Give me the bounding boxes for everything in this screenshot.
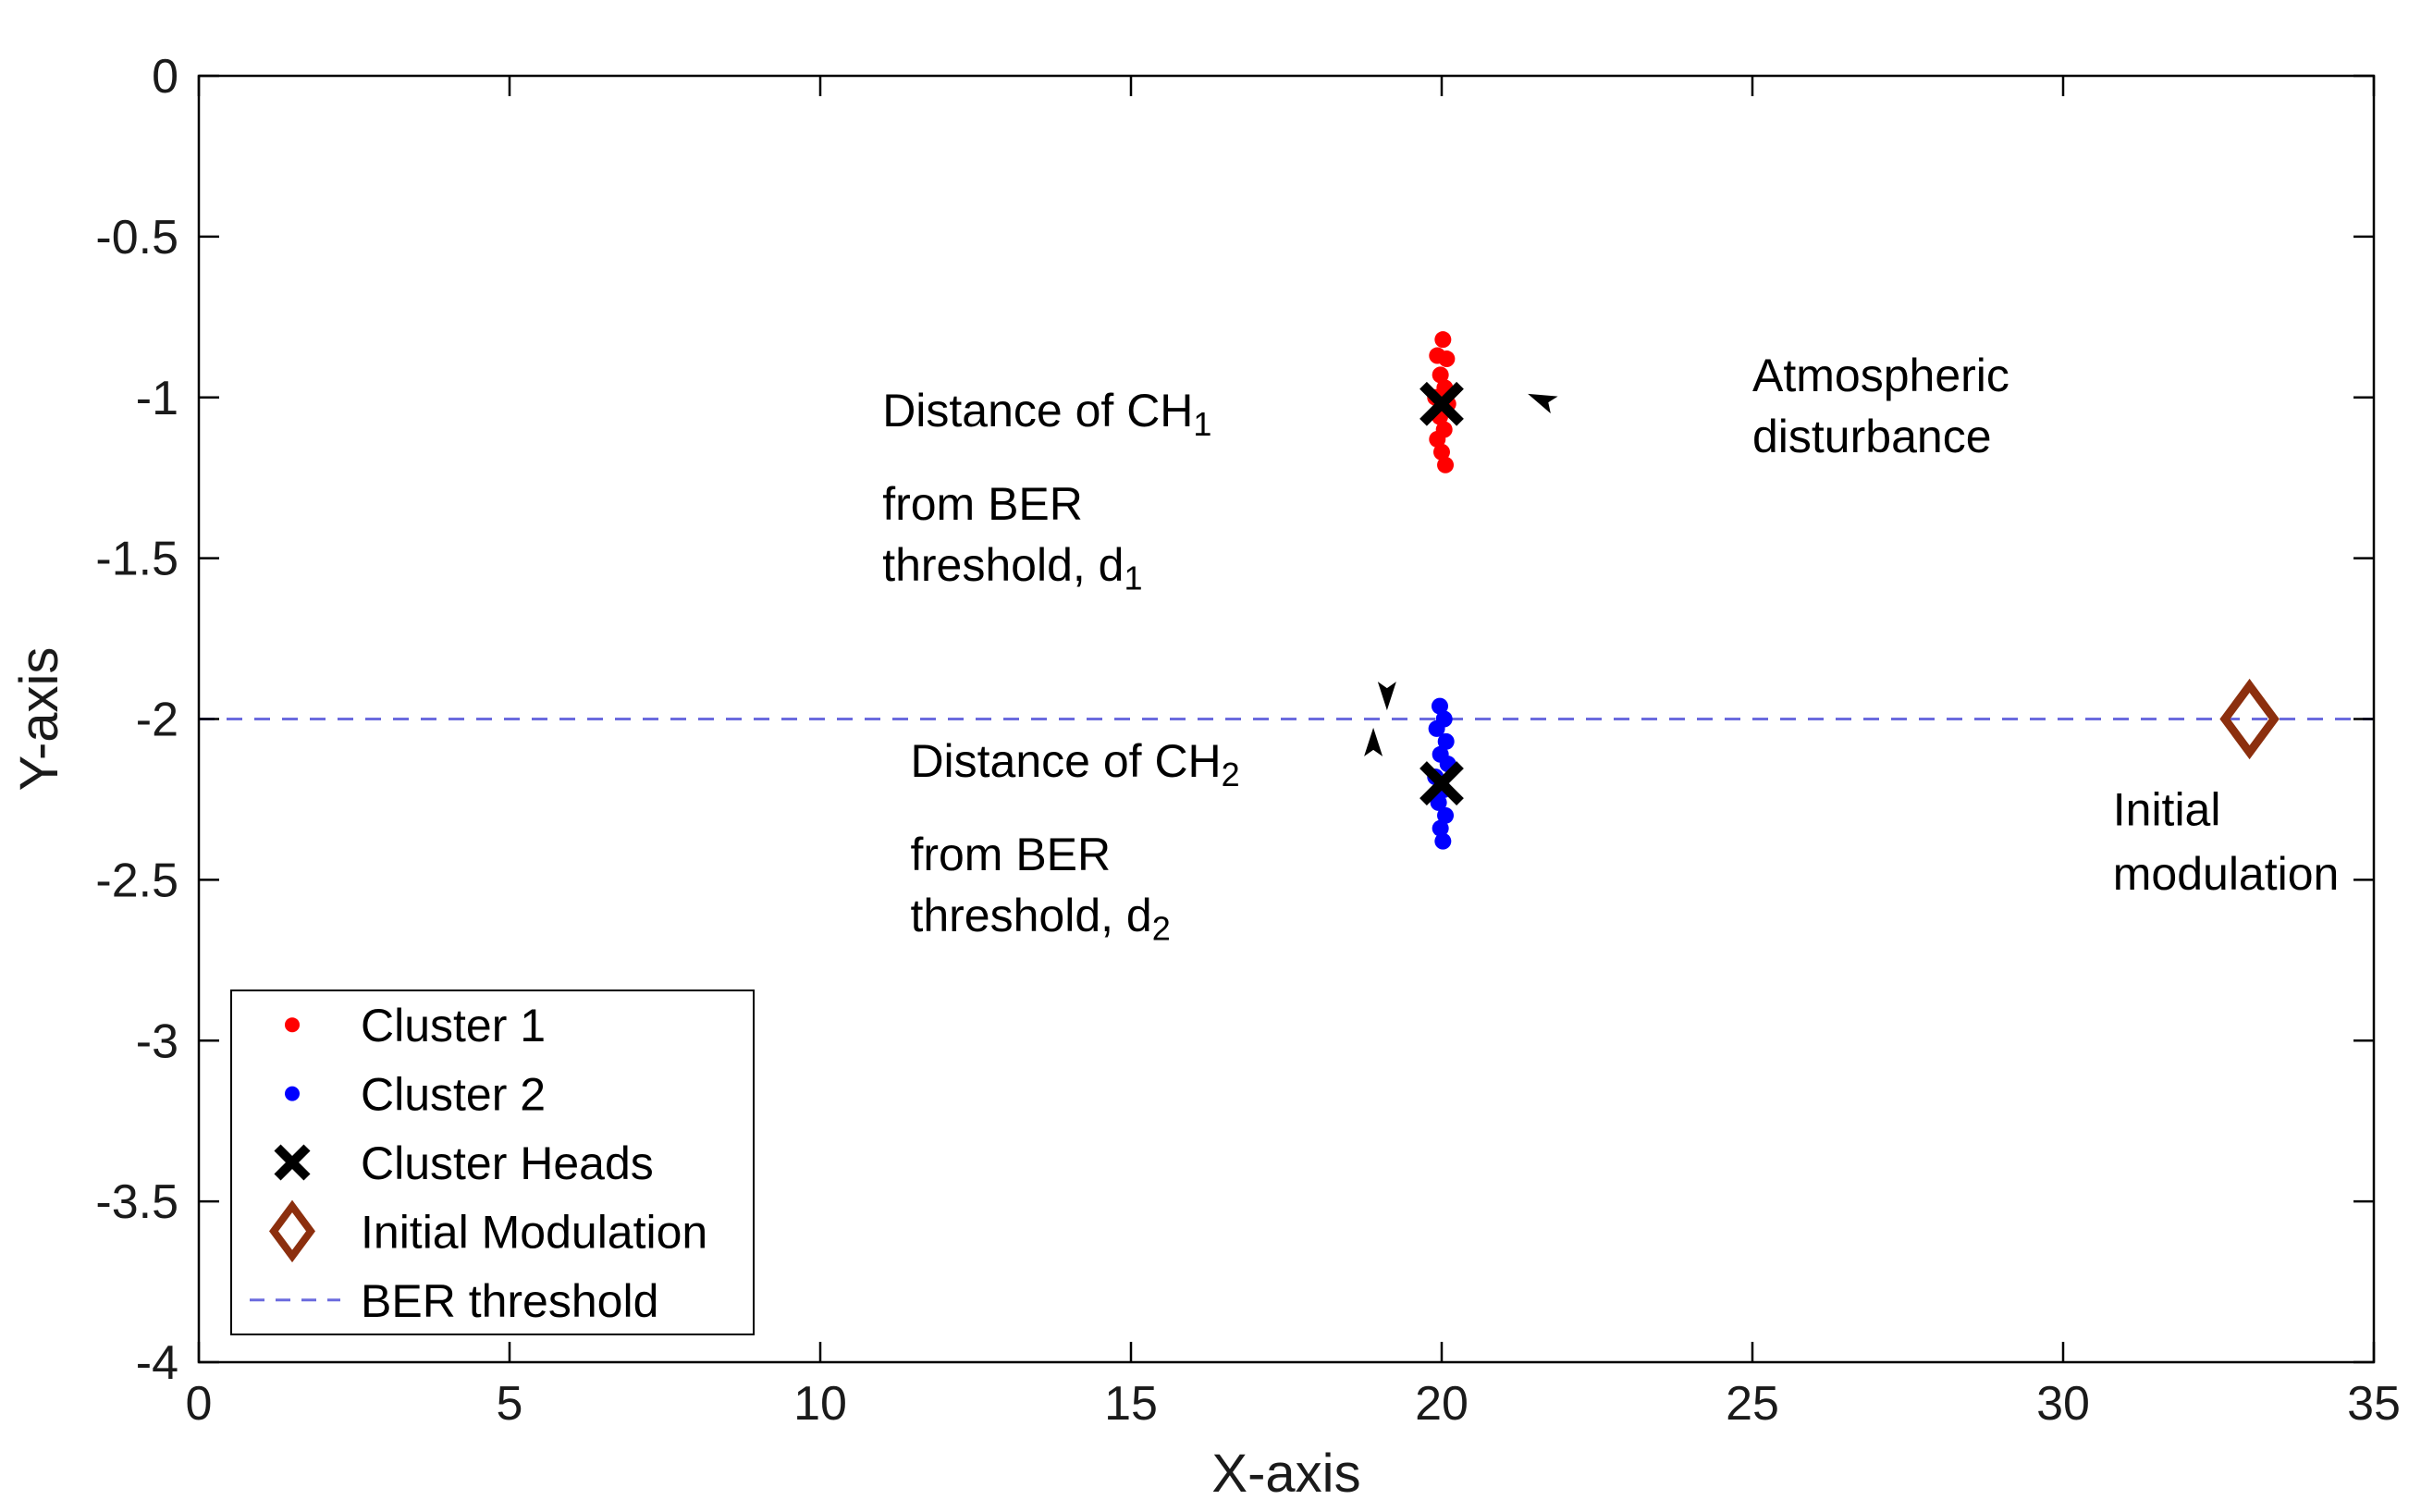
data-point	[1432, 819, 1449, 837]
x-axis-label: X-axis	[1211, 1444, 1360, 1504]
data-point	[1438, 350, 1456, 368]
annotation-text: disturbance	[1752, 411, 1992, 462]
series-cluster-heads	[1419, 381, 1464, 805]
legend-label: Cluster 1	[361, 1000, 546, 1051]
x-tick-label: 25	[1726, 1377, 1779, 1431]
d2-label: Distance of CH2	[910, 735, 1239, 793]
subscript: 1	[1124, 559, 1142, 597]
d2-label: threshold, d2	[910, 890, 1170, 948]
data-point	[1437, 456, 1455, 473]
x-tick-label: 15	[1104, 1377, 1158, 1431]
data-point	[1432, 366, 1449, 384]
legend: Cluster 1 Cluster 2 Cluster Heads Initial M…	[230, 990, 755, 1335]
tick-labels: 0 5 10 15 20 25 30 35 0 -0.5 -1 -1.5 -2 -2.5 -3 -3.5 -4	[95, 50, 2401, 1431]
data-point	[1434, 331, 1452, 349]
annotation-text: Distance of CH	[910, 735, 1221, 787]
x-tick-label: 10	[793, 1377, 847, 1431]
series-cluster-2	[1427, 697, 1456, 850]
legend-label: BER threshold	[361, 1275, 658, 1327]
legend-label: Cluster 2	[361, 1069, 546, 1121]
y-tick-label: 0	[152, 50, 178, 104]
legend-marker-x	[274, 1144, 311, 1181]
legend-box	[230, 990, 755, 1335]
y-tick-label: -2	[136, 694, 178, 747]
data-point	[1434, 832, 1452, 850]
data-point	[1431, 697, 1448, 715]
annotation-text: threshold, d	[882, 539, 1124, 591]
legend-marker-dot	[285, 1086, 300, 1101]
x-tick-label: 5	[497, 1377, 523, 1431]
legend-label: Initial Modulation	[361, 1206, 707, 1258]
y-tick-label: -3.5	[95, 1175, 178, 1229]
d2-label: from BER	[910, 829, 1111, 880]
d1-label: threshold, d1	[882, 539, 1142, 597]
series-initial-modulation	[2219, 678, 2280, 760]
d1-label: Distance of CH1	[882, 385, 1211, 443]
legend-marker-diamond	[269, 1199, 315, 1263]
data-point	[1437, 732, 1455, 750]
annotation-text: Distance of CH	[882, 385, 1193, 436]
y-tick-label: -4	[136, 1336, 178, 1390]
atmospheric-label: disturbance	[1752, 411, 1992, 462]
legend-label: Cluster Heads	[361, 1137, 654, 1189]
annotation-text: threshold, d	[910, 890, 1151, 941]
data-point	[1429, 430, 1446, 448]
annotation-text: Atmospheric	[1752, 350, 2009, 401]
initial-modulation-label: Initial	[2113, 783, 2221, 835]
atmospheric-label: Atmospheric	[1752, 350, 2009, 401]
subscript: 2	[1152, 910, 1171, 948]
data-point	[1428, 719, 1445, 737]
x-tick-label: 20	[1415, 1377, 1469, 1431]
annotation-text: modulation	[2113, 848, 2340, 900]
initial-modulation-marker	[2219, 678, 2280, 760]
subscript: 1	[1193, 405, 1211, 443]
d1-label: from BER	[882, 478, 1083, 530]
data-point	[1437, 806, 1455, 824]
axes-box	[197, 74, 2376, 1364]
data-point	[1430, 793, 1447, 811]
x-tick-label: 0	[186, 1377, 213, 1431]
annotation-text: from BER	[882, 478, 1083, 530]
annotation-text: from BER	[910, 829, 1111, 880]
legend-marker-dot	[285, 1017, 300, 1033]
y-tick-label: -1	[136, 372, 178, 425]
cluster-head-marker	[1419, 381, 1464, 426]
annotation-text: Initial	[2113, 783, 2221, 835]
y-tick-label: -2.5	[95, 854, 178, 907]
y-axis-label: Y-axis	[9, 647, 69, 792]
y-tick-label: -0.5	[95, 211, 178, 264]
x-tick-label: 30	[2036, 1377, 2090, 1431]
data-point	[1433, 443, 1450, 461]
cluster-head-marker	[1419, 761, 1464, 805]
initial-modulation-label: modulation	[2113, 848, 2340, 900]
y-tick-label: -3	[136, 1014, 178, 1068]
x-tick-label: 35	[2347, 1377, 2401, 1431]
subscript: 2	[1222, 756, 1240, 793]
y-tick-label: -1.5	[95, 533, 178, 586]
